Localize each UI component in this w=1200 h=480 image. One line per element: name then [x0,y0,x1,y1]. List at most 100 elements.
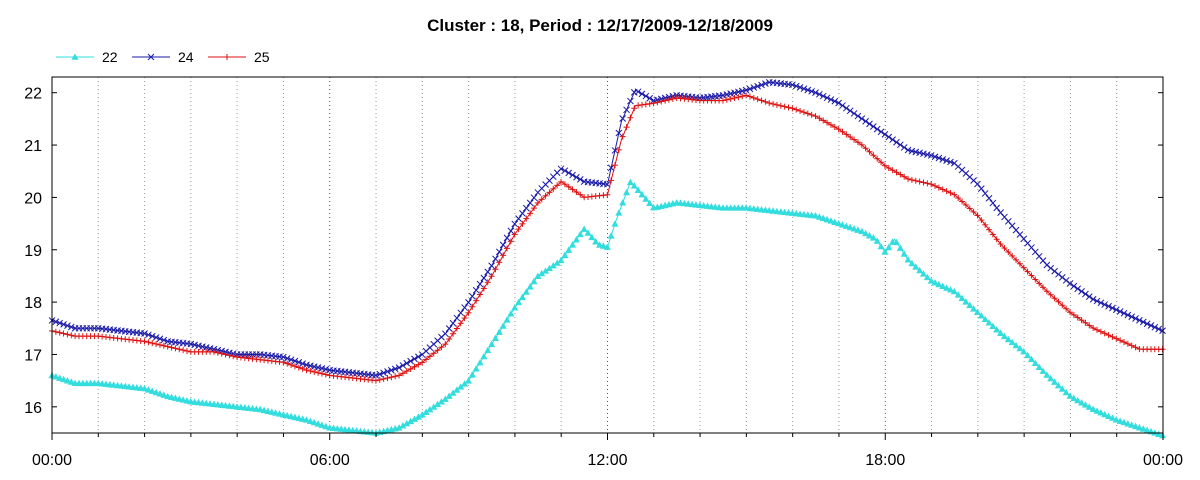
marker-stroke [603,180,611,188]
data-point [461,304,468,311]
marker-stroke [64,322,71,330]
marker-stroke [831,97,839,105]
data-point [318,365,326,372]
data-point [368,428,376,436]
data-point [206,344,214,352]
data-point [985,194,993,202]
data-point [376,370,384,378]
marker-stroke [515,215,522,222]
data-point [476,280,484,288]
data-point [588,233,596,241]
data-point [989,199,997,207]
data-point [808,87,816,95]
data-point [804,211,812,218]
marker-stroke [912,148,920,156]
data-point [1000,332,1008,340]
data-point [634,186,642,193]
data-point [835,99,842,107]
data-point [287,356,295,364]
data-point [851,136,858,143]
data-point [923,151,931,158]
data-point [144,386,152,393]
marker-stroke [1109,304,1116,312]
data-point [469,303,476,310]
data-point [838,221,847,228]
data-point [754,82,762,90]
data-point [835,219,843,227]
data-point [1132,422,1140,430]
data-point [692,201,700,208]
data-point [827,96,835,103]
data-point [333,424,341,432]
marker-stroke [854,112,862,120]
data-point [905,175,912,182]
data-point [916,178,923,185]
marker-stroke [1039,257,1047,265]
marker-stroke [646,94,654,102]
legend-item-25: 25 [208,49,270,65]
data-point [550,185,557,192]
data-point [1089,405,1097,413]
data-point [326,424,334,431]
marker-stroke [461,304,468,311]
marker-stroke [492,255,499,263]
data-point [627,114,634,121]
marker-stroke [376,370,384,378]
data-point [777,102,784,109]
data-point [642,92,650,100]
marker-stroke [862,117,869,125]
data-point [133,383,141,391]
marker-stroke [607,164,615,172]
marker-stroke [522,204,530,212]
data-point [900,250,908,257]
data-point [434,347,441,354]
data-point [723,96,730,103]
data-point [337,425,345,432]
data-point [329,424,338,431]
data-point [129,383,137,390]
data-point [68,332,75,339]
data-point [792,209,800,217]
data-point [453,325,460,332]
marker-stroke [804,86,812,94]
data-point [318,370,325,377]
data-point [449,319,457,327]
data-point [955,194,962,201]
marker-stroke [827,96,835,103]
data-point [415,361,422,368]
marker-stroke [147,53,155,61]
marker-stroke [195,342,202,350]
data-point [310,418,318,426]
data-point [1036,280,1043,287]
marker-stroke [619,115,627,122]
data-point [950,287,958,295]
data-point [530,194,538,202]
data-point [977,312,985,319]
marker-stroke [796,84,804,91]
data-point [322,422,330,430]
data-point [978,217,985,224]
data-point [731,89,738,97]
data-point [315,369,322,376]
marker-stroke [573,173,580,181]
marker-stroke [1120,309,1128,317]
data-point [484,268,492,276]
data-point [970,305,978,312]
data-point [932,182,939,189]
data-point [519,210,526,217]
data-point [1116,308,1124,315]
data-point [492,255,499,263]
data-point [1097,299,1105,307]
marker-stroke [943,157,950,164]
data-point [299,360,306,367]
marker-stroke [962,170,970,177]
marker-stroke [1132,315,1139,322]
data-point [1128,342,1135,349]
data-point [831,218,839,225]
data-point [67,323,75,331]
data-point [973,308,981,316]
data-point [846,107,854,115]
data-point [1020,347,1028,355]
marker-stroke [411,355,418,363]
